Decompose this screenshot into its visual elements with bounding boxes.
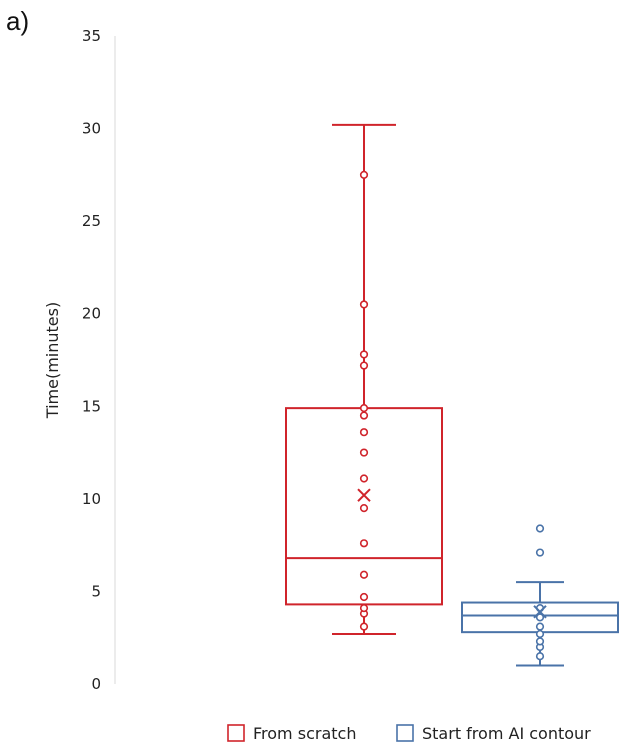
y-tick-label: 5: [91, 582, 101, 600]
data-point: [359, 539, 369, 548]
boxes: [285, 123, 619, 667]
data-point: [535, 629, 545, 639]
data-point: [535, 613, 545, 622]
y-tick-label: 25: [82, 212, 101, 230]
legend-swatch: [396, 724, 414, 742]
data-point: [535, 637, 545, 646]
legend-item: Start from AI contour: [396, 724, 591, 743]
legend-item: From scratch: [227, 724, 356, 743]
box-series-ai-contour: [461, 524, 619, 667]
data-point: [535, 652, 545, 661]
data-point: [359, 592, 369, 602]
data-point: [359, 428, 369, 437]
mean-marker-stroke: [357, 488, 371, 502]
panel-label: a): [6, 6, 29, 36]
mean-marker: [533, 605, 547, 619]
data-point: [535, 622, 545, 631]
mean-marker-stroke: [533, 605, 547, 619]
data-point: [359, 603, 369, 613]
data-point: [359, 504, 369, 513]
y-tick-label: 10: [82, 490, 101, 508]
legend-label: Start from AI contour: [422, 724, 591, 743]
data-point: [359, 361, 369, 370]
data-point: [359, 474, 369, 483]
y-tick-label: 0: [91, 675, 101, 693]
data-point: [535, 524, 545, 533]
data-point: [359, 411, 369, 420]
box-series-from-scratch: [285, 123, 443, 636]
legend: From scratch Start from AI contour: [227, 724, 591, 743]
y-axis-label: Time(minutes): [43, 302, 62, 419]
mean-marker: [357, 488, 371, 502]
y-tick-label: 30: [82, 120, 101, 138]
data-point: [359, 170, 369, 179]
y-ticks: 0 5 10 15 20 25 30 35: [82, 27, 101, 693]
data-point: [359, 404, 369, 413]
data-point: [359, 300, 369, 309]
data-point: [535, 548, 545, 557]
legend-swatch: [227, 724, 245, 742]
data-point: [359, 350, 369, 359]
y-tick-label: 15: [82, 397, 101, 415]
y-tick-label: 20: [82, 305, 101, 323]
data-point: [359, 448, 369, 457]
data-point: [359, 570, 369, 579]
legend-label: From scratch: [253, 724, 356, 743]
y-tick-label: 35: [82, 27, 101, 45]
data-point: [359, 622, 369, 631]
